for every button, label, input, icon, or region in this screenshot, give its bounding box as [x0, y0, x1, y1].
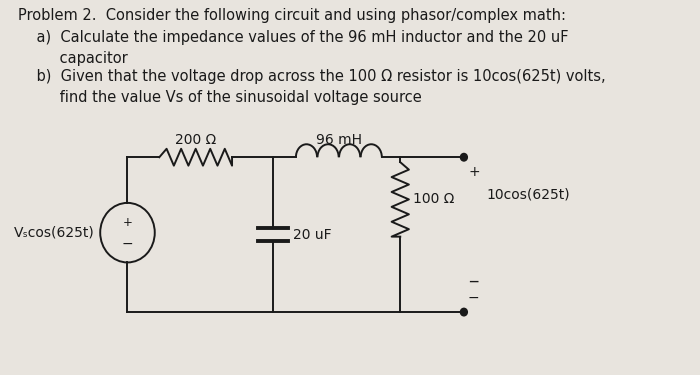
Text: ‾: ‾: [469, 280, 477, 298]
Text: 96 mH: 96 mH: [316, 133, 362, 147]
Text: 200 Ω: 200 Ω: [175, 133, 216, 147]
Text: 100 Ω: 100 Ω: [413, 192, 454, 206]
Text: +: +: [469, 165, 481, 179]
Text: 20 uF: 20 uF: [293, 228, 332, 242]
Text: −: −: [122, 237, 133, 250]
Text: b)  Given that the voltage drop across the 100 Ω resistor is 10cos(625t) volts,: b) Given that the voltage drop across th…: [18, 69, 606, 84]
Circle shape: [461, 153, 468, 161]
Text: a)  Calculate the impedance values of the 96 mH inductor and the 20 uF: a) Calculate the impedance values of the…: [18, 30, 569, 45]
Circle shape: [461, 308, 468, 316]
Text: capacitor: capacitor: [18, 51, 128, 66]
Text: find the value Vs of the sinusoidal voltage source: find the value Vs of the sinusoidal volt…: [18, 90, 422, 105]
Text: Vₛcos(625t): Vₛcos(625t): [14, 226, 94, 240]
Text: Problem 2.  Consider the following circuit and using phasor/complex math:: Problem 2. Consider the following circui…: [18, 8, 566, 23]
Text: +: +: [122, 216, 132, 229]
Text: 10cos(625t): 10cos(625t): [486, 188, 570, 201]
Text: −: −: [467, 291, 479, 305]
